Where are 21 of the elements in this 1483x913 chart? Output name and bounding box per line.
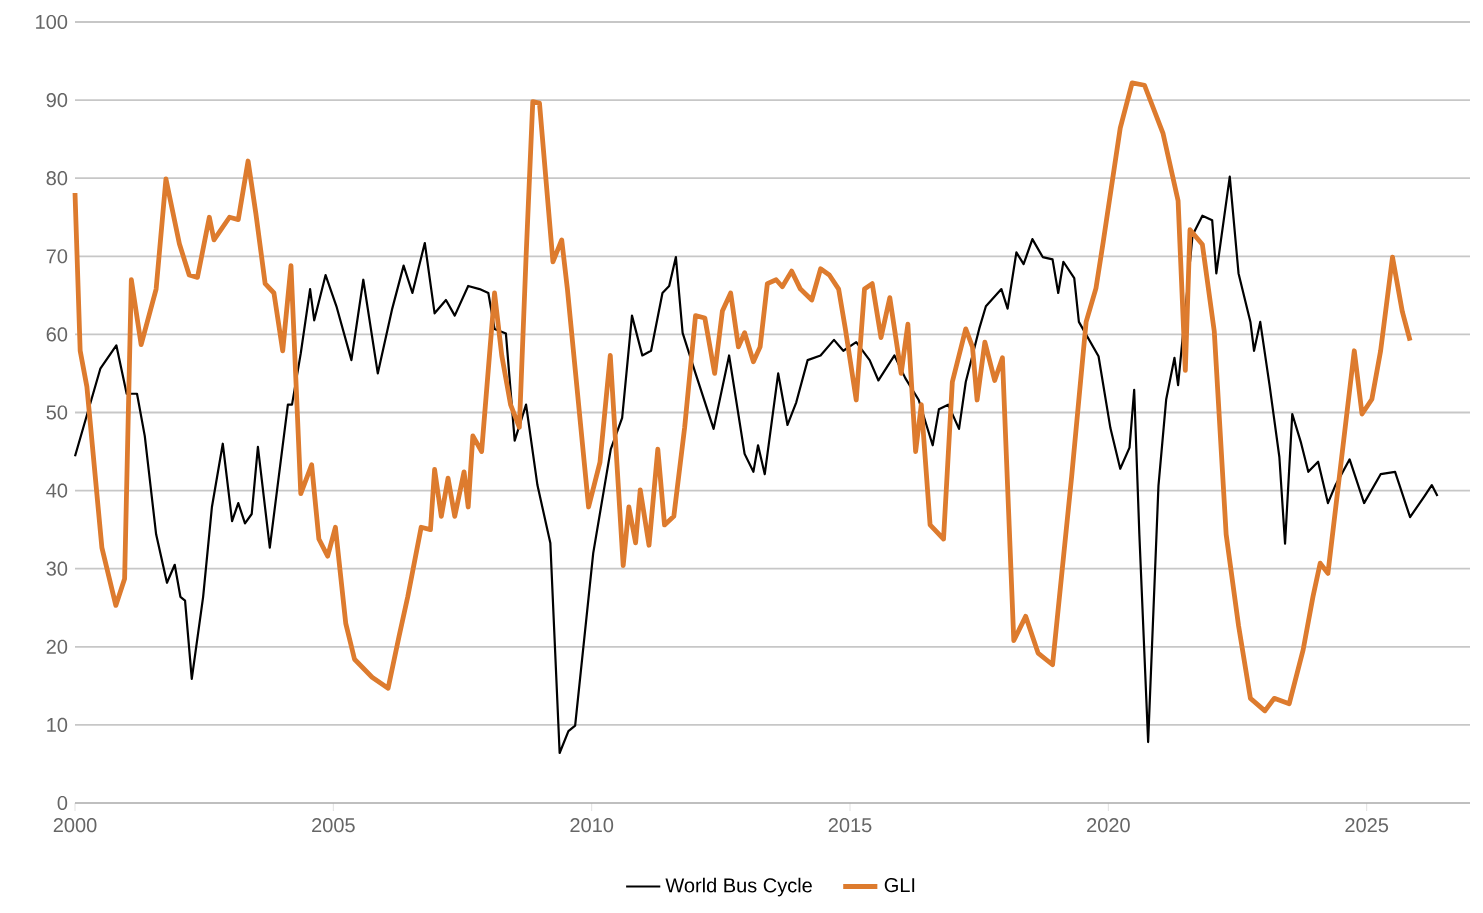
y-tick-label: 60 bbox=[46, 327, 68, 342]
y-tick-label: 70 bbox=[46, 249, 68, 264]
legend-label: World Bus Cycle bbox=[665, 877, 812, 897]
line-series bbox=[73, 175, 1439, 755]
y-tick-label: 80 bbox=[46, 171, 68, 186]
x-tick-label: 2005 bbox=[312, 818, 355, 833]
x-tick-label: 2015 bbox=[828, 818, 872, 833]
x-tick-label: 2025 bbox=[1345, 818, 1389, 833]
y-tick-label: 20 bbox=[46, 639, 68, 654]
y-tick-label: 10 bbox=[47, 717, 68, 732]
line-series bbox=[72, 80, 1413, 714]
y-tick-label: 30 bbox=[46, 561, 68, 576]
y-tick-label: 90 bbox=[46, 93, 68, 108]
legend-label: GLI bbox=[884, 878, 915, 893]
x-tick-label: 2010 bbox=[570, 818, 614, 833]
y-tick-label: 40 bbox=[46, 483, 68, 498]
x-tick-label: 2000 bbox=[53, 818, 97, 833]
y-tick-label: 50 bbox=[46, 405, 68, 420]
y-tick-label: 0 bbox=[57, 795, 68, 811]
x-tick-label: 2020 bbox=[1087, 818, 1130, 833]
y-tick-label: 100 bbox=[36, 14, 68, 30]
